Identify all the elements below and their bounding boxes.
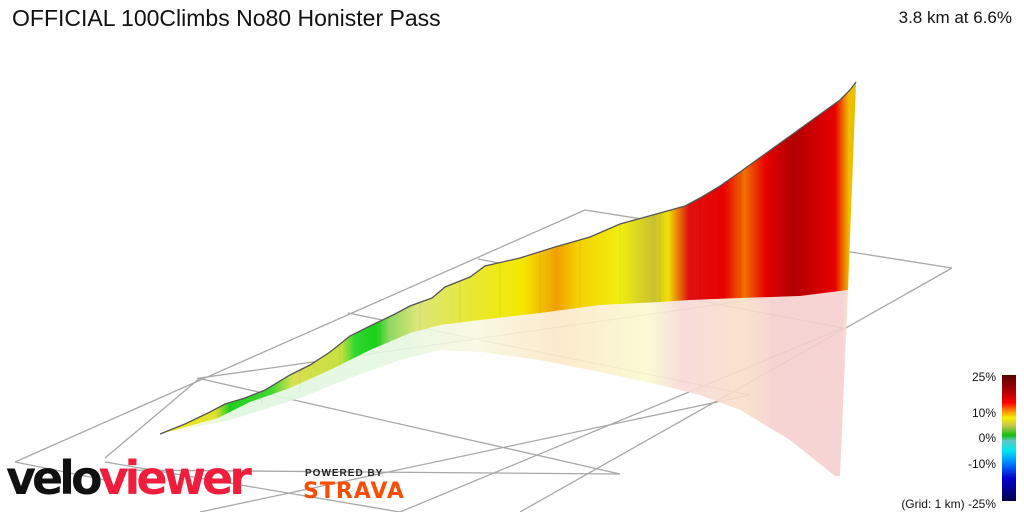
profile-shadow <box>160 290 848 476</box>
logo-velo: velo <box>6 451 103 505</box>
legend-label-25: 25% <box>971 370 996 384</box>
legend-label-minus-25-grid: (Grid: 1 km) -25% <box>901 497 996 511</box>
profile-wall <box>160 82 856 434</box>
legend-label-10: 10% <box>971 406 996 420</box>
gradient-legend: 25% 10% 0% -10% (Grid: 1 km) -25% <box>874 368 1024 512</box>
profile-striations <box>229 114 821 416</box>
legend-label-minus-10: -10% <box>967 457 996 471</box>
powered-by-label: POWERED BY <box>305 468 384 479</box>
climb-stats: 3.8 km at 6.6% <box>898 8 1012 27</box>
page-title: OFFICIAL 100Climbs No80 Honister Pass <box>12 5 441 31</box>
profile-outline <box>159 81 857 435</box>
legend-label-0: 0% <box>978 431 996 445</box>
strava-logo[interactable]: STRAVA <box>303 479 405 504</box>
logo-viewer: viewer <box>98 451 252 505</box>
veloviewer-logo[interactable]: veloviewer <box>6 451 252 505</box>
gradient-color-scale <box>1002 375 1016 501</box>
